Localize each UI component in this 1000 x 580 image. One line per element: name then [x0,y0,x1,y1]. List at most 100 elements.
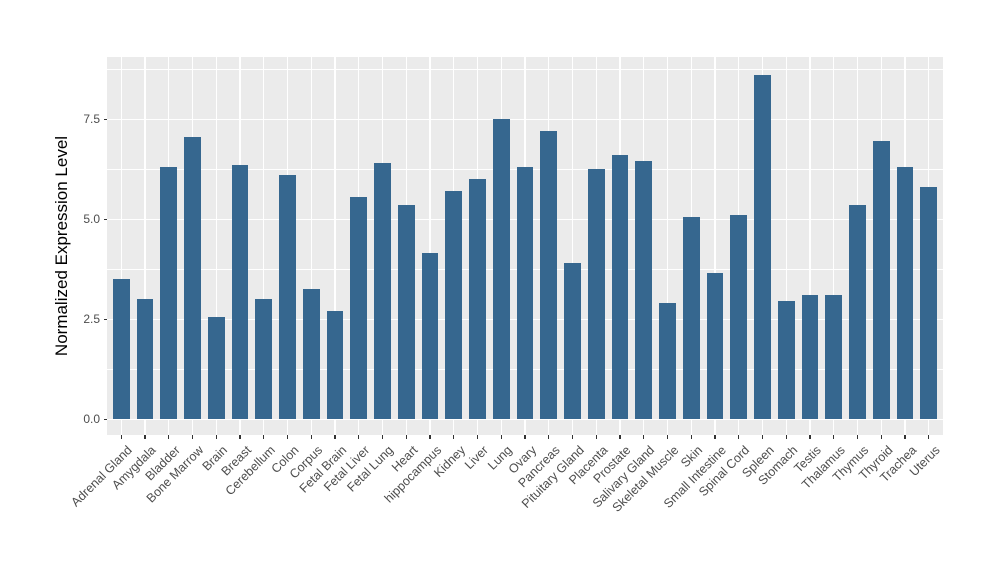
bar [801,295,819,420]
x-gridline [144,57,146,435]
x-tick-label: Fetal Brain [296,443,349,496]
bar [730,215,748,420]
x-tick-label: Thymus [830,443,872,485]
y-gridline-major [107,118,943,121]
x-tick-label: Prostate [591,443,634,486]
x-tick-label: Brain [199,443,231,474]
x-tick-mark [904,435,906,439]
x-gridline [334,57,336,435]
bar [777,301,795,420]
x-tick-label: Kidney [430,443,468,480]
x-tick-label: Lung [485,443,516,473]
x-tick-label: Heart [388,443,421,475]
bar [326,311,344,420]
y-tick-label: 5.0 [83,212,100,227]
x-tick-label: Fetal Liver [321,443,373,495]
x-tick-label: Thalamus [798,443,848,492]
x-gridline [310,57,312,435]
x-tick-label: Skeletal Muscle [609,443,682,515]
x-tick-mark [761,435,764,439]
x-tick-label: Spinal Cord [696,443,753,500]
x-tick-label: Breast [218,443,254,479]
bar [825,295,843,420]
x-tick-mark [643,435,645,439]
x-gridline [809,57,811,435]
x-tick-label: Bone Marrow [143,443,207,506]
x-tick-label: hippocampus [381,443,444,506]
bar [587,169,605,420]
x-tick-label: Adrenal Gland [68,443,136,510]
x-tick-label: Ovary [505,443,539,477]
bar [397,205,415,420]
x-tick-mark [833,435,835,439]
bar [682,217,700,420]
bar [469,179,486,420]
x-tick-label: Pituitary Gland [518,443,587,511]
bar [160,167,178,420]
x-gridline [714,57,716,435]
bar [540,131,558,420]
x-tick-mark [714,435,716,439]
x-tick-label: Colon [268,443,302,477]
x-tick-mark [880,435,882,439]
x-tick-mark [690,435,692,439]
x-gridline [215,57,217,435]
x-tick-label: Thyroid [855,443,896,483]
bar [492,119,510,420]
x-tick-mark [263,435,265,439]
x-tick-mark [548,435,550,439]
x-tick-mark [144,435,146,439]
x-tick-mark [666,435,669,439]
x-gridline [833,57,835,435]
bar [231,165,249,420]
y-axis-title: Normalized Expression Level [52,135,71,357]
x-gridline [120,57,122,435]
x-tick-label: Testis [791,443,824,476]
bar [184,137,201,420]
x-tick-mark [500,435,502,439]
x-tick-mark [215,435,217,439]
bar [896,167,914,420]
bar [635,161,653,420]
x-tick-mark [524,435,526,439]
bar [754,75,771,420]
bar [659,303,676,420]
bar [564,263,581,420]
x-gridline [785,57,787,435]
x-tick-mark [595,435,597,439]
x-tick-mark [120,435,122,439]
x-tick-mark [619,435,621,439]
y-tick-label: 2.5 [83,312,100,327]
x-tick-label: Small Intestine [661,443,729,511]
y-tick-label: 0.0 [83,412,100,427]
x-tick-mark [453,435,455,439]
x-gridline [429,57,431,435]
x-tick-label: Placenta [565,443,611,488]
x-tick-label: Spleen [738,443,777,481]
x-tick-label: Salivary Gland [590,443,658,511]
x-tick-mark [571,435,574,439]
x-tick-mark [738,435,740,439]
bar [421,253,439,420]
bar [611,155,629,420]
bar [445,191,463,420]
x-tick-label: Trachea [876,443,919,486]
x-tick-mark [334,435,336,439]
x-tick-label: Stomach [755,443,801,488]
bar [350,197,368,420]
x-tick-label: Liver [462,443,492,473]
x-tick-mark [809,435,811,439]
x-tick-mark [239,435,241,439]
bar [516,167,534,420]
x-tick-mark [310,435,312,439]
bar [255,299,273,420]
x-tick-label: Skin [678,443,706,471]
y-gridline-minor [107,69,943,70]
bar [279,175,296,420]
plot-panel [107,57,943,435]
x-tick-mark [856,435,859,439]
x-gridline [571,57,574,435]
x-gridline [666,57,669,435]
bar [872,141,890,420]
